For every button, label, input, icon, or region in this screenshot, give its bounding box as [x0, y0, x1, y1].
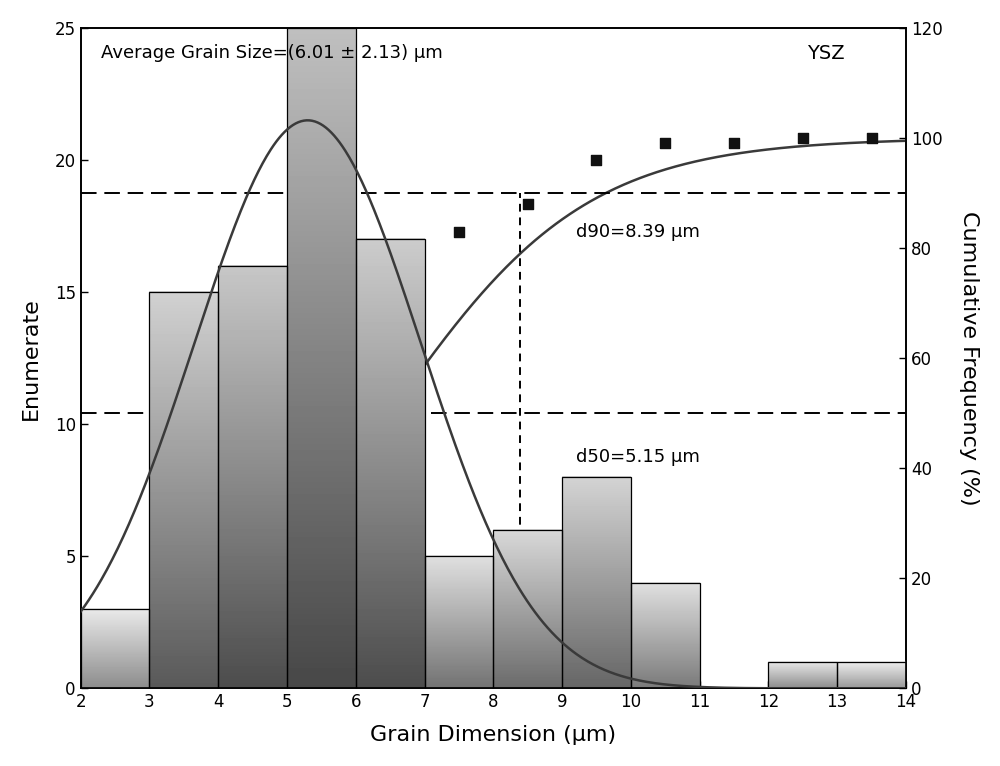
Y-axis label: Cumulative Frequency (%): Cumulative Frequency (%) [959, 211, 979, 506]
Bar [81, 609, 149, 689]
Point [451, 225, 467, 237]
Text: Average Grain Size=(6.01 ± 2.13) μm: Average Grain Size=(6.01 ± 2.13) μm [101, 44, 443, 62]
Point [245, 517, 261, 529]
Bar [837, 662, 906, 689]
Point [313, 368, 329, 381]
Point [726, 137, 742, 149]
Point [382, 270, 398, 282]
Bar [631, 583, 700, 689]
Bar [425, 556, 493, 689]
Bar [149, 292, 218, 689]
Point [657, 137, 673, 149]
Bar [562, 477, 631, 689]
X-axis label: Grain Dimension (μm): Grain Dimension (μm) [370, 725, 616, 745]
Point [795, 132, 811, 144]
Bar [218, 266, 287, 689]
Bar [768, 662, 837, 689]
Text: d90=8.39 μm: d90=8.39 μm [576, 222, 700, 241]
Y-axis label: Enumerate: Enumerate [21, 296, 41, 420]
Bar [287, 28, 356, 689]
Point [864, 132, 880, 144]
Point [588, 154, 604, 166]
Point [176, 594, 192, 607]
Text: d50=5.15 μm: d50=5.15 μm [576, 448, 700, 466]
Bar [493, 530, 562, 689]
Bar [356, 239, 425, 689]
Point [107, 677, 123, 689]
Point [520, 198, 536, 210]
Text: YSZ: YSZ [807, 44, 844, 64]
